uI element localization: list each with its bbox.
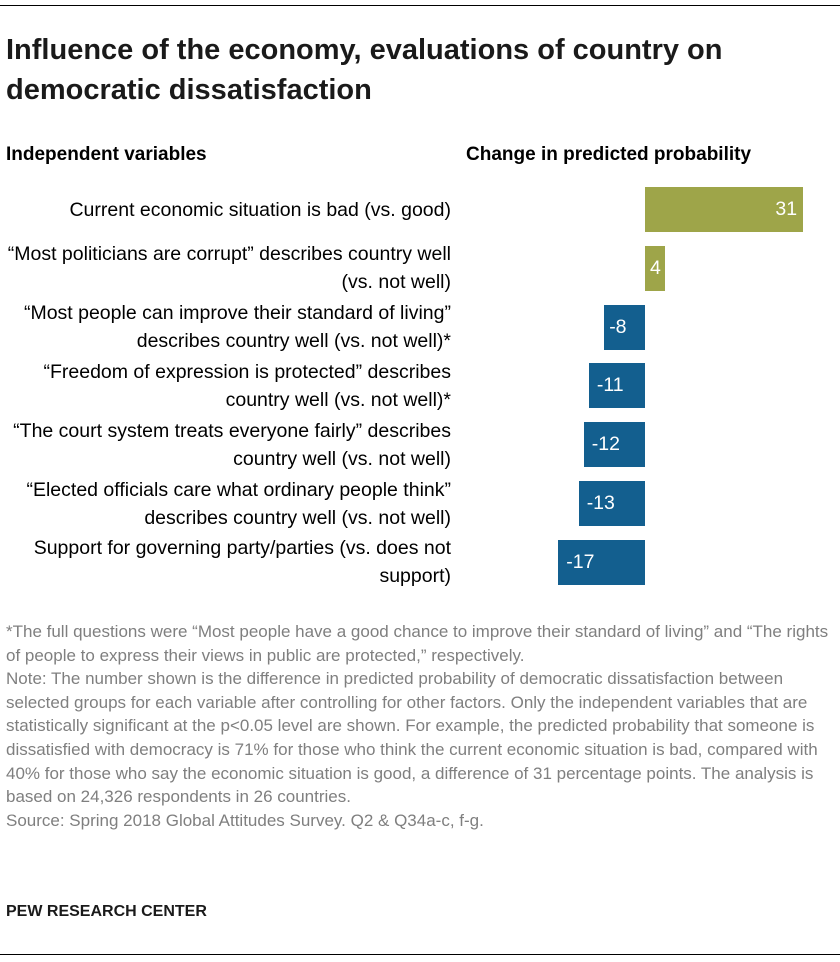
note: *The full questions were “Most people ha… [6,622,829,665]
value-label: 4 [650,256,661,279]
bar [583,422,645,468]
notes: *The full questions were “Most people ha… [6,620,836,832]
value-label: -17 [566,550,595,573]
bar [645,245,666,291]
category-label: “Freedom of expression is protected” des… [43,360,451,411]
credit: PEW RESEARCH CENTER [6,903,207,920]
category-label: “Most politicians are corrupt” describes… [7,243,451,294]
top-rule [0,5,840,6]
bar [588,363,645,409]
value-label: -13 [586,492,615,514]
category-label: “Elected officials care what ordinary pe… [26,478,451,529]
category-header: Independent variables [6,144,207,165]
category-label: “Most people can improve their standard … [23,302,451,353]
bottom-rule [0,954,840,955]
value-label: 31 [775,198,798,220]
value-label: -8 [609,315,627,338]
bar [558,539,645,585]
category-label: “The court system treats everyone fairly… [13,419,451,470]
value-label: -12 [591,433,620,456]
note: Source: Spring 2018 Global Attitudes Sur… [6,810,484,830]
bar [604,304,645,350]
value-label: -11 [596,374,624,397]
bar [578,481,645,526]
bar [645,187,804,232]
note: Note: The number shown is the difference… [6,669,818,807]
value-header: Change in predicted probability [466,144,752,165]
chart-title: Influence of the economy, evaluations of… [6,34,723,106]
category-label: Support for governing party/parties (vs.… [33,537,451,588]
category-label: Current economic situation is bad (vs. g… [69,198,451,221]
